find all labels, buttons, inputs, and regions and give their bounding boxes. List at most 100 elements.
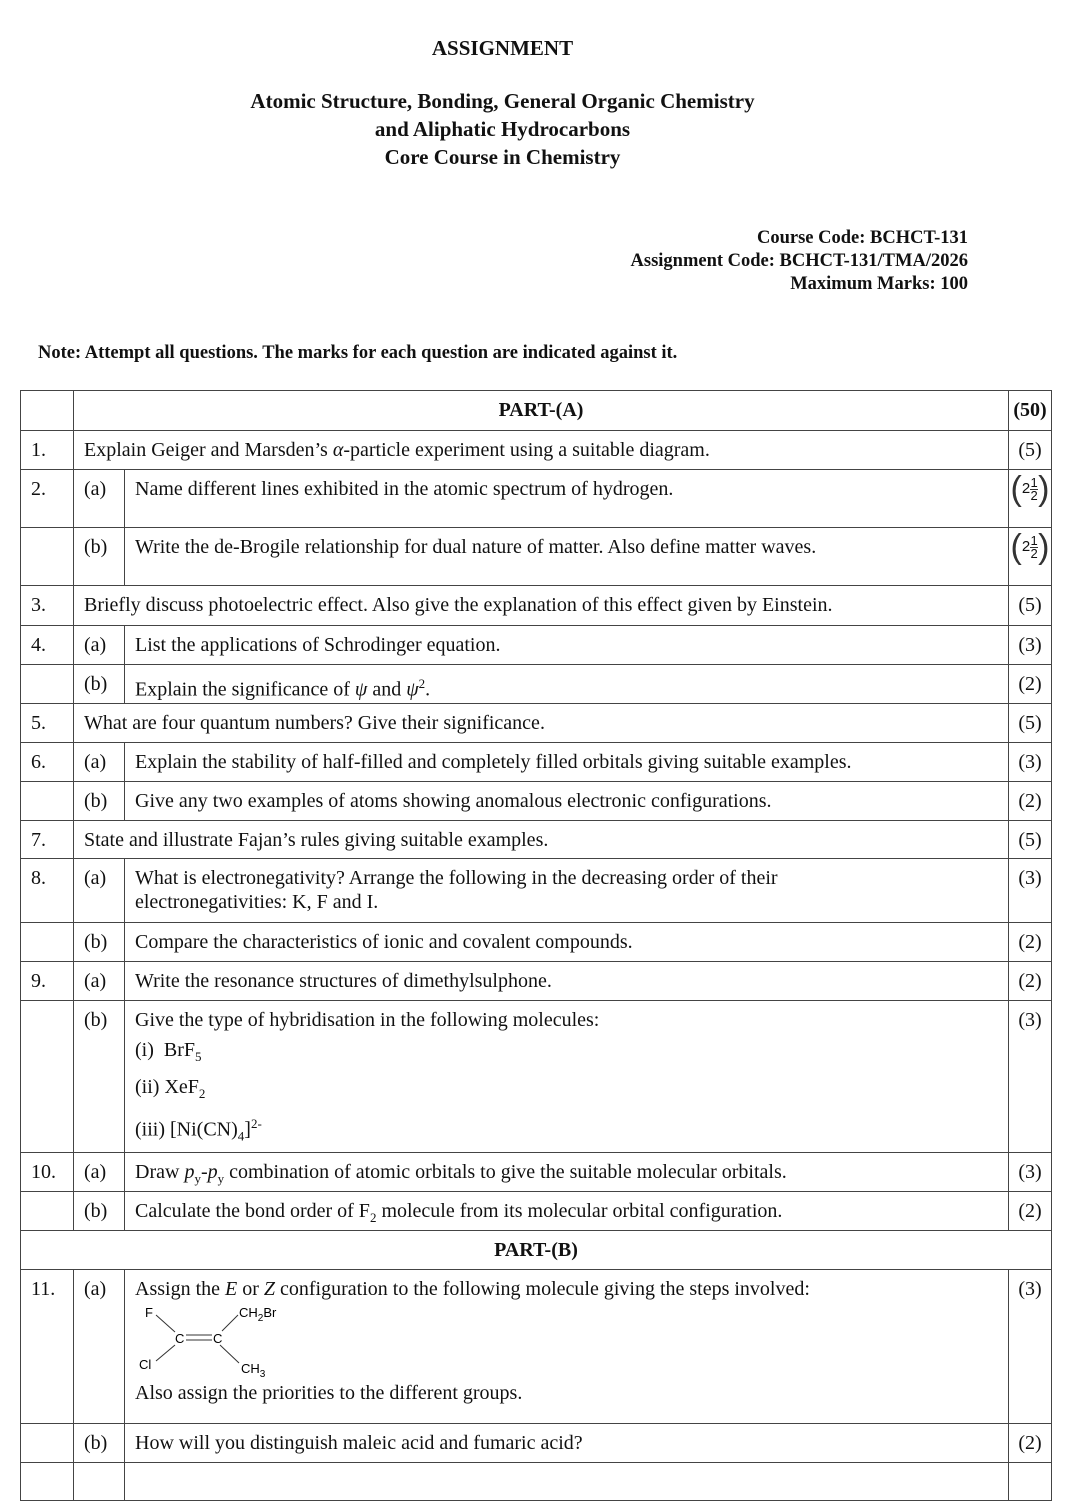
- question-text: Briefly discuss photoelectric effect. Al…: [73, 585, 1009, 626]
- question-row-10b: (b) Calculate the bond order of F2 molec…: [20, 1190, 1052, 1231]
- question-marks: (3): [1008, 1000, 1052, 1153]
- question-row-9b: (b) Give the type of hybridisation in th…: [20, 1000, 1052, 1153]
- question-number: 2.: [20, 469, 74, 528]
- part-a-label: PART-(A): [73, 390, 1009, 431]
- question-marks: (5): [1008, 430, 1052, 470]
- question-text: Calculate the bond order of F2 molecule …: [124, 1190, 1009, 1231]
- question-marks: (5): [1008, 703, 1052, 743]
- question-text: Give any two examples of atoms showing a…: [124, 781, 1009, 821]
- course-title-line-3: Core Course in Chemistry: [384, 145, 621, 169]
- question-row-5: 5. What are four quantum numbers? Give t…: [20, 703, 1052, 743]
- question-number: 4.: [20, 625, 74, 665]
- sub-label: (b): [73, 1422, 125, 1463]
- sub-label: (b): [73, 922, 125, 962]
- question-number: 7.: [20, 820, 74, 859]
- question-text: Write the de-Brogile relationship for du…: [124, 527, 1009, 586]
- question-row-8a: 8. (a) What is electronegativity? Arrang…: [20, 858, 1052, 923]
- question-marks: (3): [1008, 625, 1052, 665]
- question-text: Explain Geiger and Marsden’s α-particle …: [73, 430, 1009, 470]
- question-number: 6.: [20, 742, 74, 782]
- question-marks: (2): [1008, 664, 1052, 704]
- question-row-2a: 2. (a) Name different lines exhibited in…: [20, 469, 1052, 528]
- assignment-title: ASSIGNMENT: [431, 36, 574, 60]
- question-number: 10.: [20, 1151, 74, 1192]
- question-row-11b: (b) How will you distinguish maleic acid…: [20, 1422, 1052, 1463]
- question-marks: (2 1 2): [1008, 469, 1052, 528]
- question-marks: (5): [1008, 585, 1052, 626]
- question-text: How will you distinguish maleic acid and…: [124, 1422, 1009, 1463]
- group-ch2br: CH2Br: [239, 1305, 277, 1324]
- question-number: 8.: [20, 858, 74, 923]
- part-a-marks: (50): [1008, 390, 1052, 431]
- sub-label: (b): [73, 527, 125, 586]
- questions-table: PART-(A) (50) 1. Explain Geiger and Mars…: [20, 390, 1052, 1501]
- question-text: Explain the significance of ψ and ψ2.: [124, 664, 1009, 704]
- instructions-note: Note: Attempt all questions. The marks f…: [38, 343, 678, 363]
- question-row-9a: 9. (a) Write the resonance structures of…: [20, 961, 1052, 1001]
- molecule-item: (ii) XeF2: [135, 1076, 206, 1101]
- maximum-marks: Maximum Marks: 100: [790, 274, 968, 294]
- question-row-7: 7. State and illustrate Fajan’s rules gi…: [20, 820, 1052, 859]
- question-marks: (3): [1008, 1151, 1052, 1192]
- group-ch3: CH3: [241, 1361, 266, 1380]
- question-number: 9.: [20, 961, 74, 1001]
- sub-label: (a): [73, 469, 125, 528]
- assignment-code: Assignment Code: BCHCT-131/TMA/2026: [630, 251, 968, 271]
- question-row-8b: (b) Compare the characteristics of ionic…: [20, 922, 1052, 962]
- question-marks: (2): [1008, 1190, 1052, 1231]
- question-marks: (2): [1008, 1422, 1052, 1463]
- question-marks: (2): [1008, 781, 1052, 821]
- question-marks: (3): [1008, 858, 1052, 923]
- sub-label: (a): [73, 858, 125, 923]
- question-text: Explain the stability of half-filled and…: [124, 742, 1009, 782]
- question-row-3: 3. Briefly discuss photoelectric effect.…: [20, 585, 1052, 626]
- sub-label: (b): [73, 664, 125, 704]
- part-b-header-row: PART-(B): [20, 1229, 1052, 1270]
- alkene-structure-diagram: F Cl C C CH2Br CH3: [139, 1305, 277, 1380]
- question-marks: (3): [1008, 742, 1052, 782]
- empty-row: [20, 1461, 1052, 1501]
- question-text: Draw py-py combination of atomic orbital…: [124, 1151, 1009, 1192]
- question-text: List the applications of Schrodinger equ…: [124, 625, 1009, 665]
- question-row-10a: 10. (a) Draw py-py combination of atomic…: [20, 1151, 1052, 1192]
- atom-c2: C: [213, 1331, 222, 1346]
- bond-c-ch3: [219, 1344, 240, 1364]
- sub-label: (a): [73, 625, 125, 665]
- course-title-line-1: Atomic Structure, Bonding, General Organ…: [250, 89, 755, 113]
- question-marks: (2): [1008, 961, 1052, 1001]
- question-number: 3.: [20, 585, 74, 626]
- sub-label: (a): [73, 742, 125, 782]
- question-text: Write the resonance structures of dimeth…: [124, 961, 1009, 1001]
- bond-cl-c: [155, 1344, 176, 1362]
- question-number: 1.: [20, 430, 74, 470]
- sub-label: (a): [73, 961, 125, 1001]
- question-row-11a: 11. (a) Assign the E or Z configuration …: [20, 1268, 1052, 1424]
- question-number: 11.: [20, 1268, 74, 1424]
- question-text: Give the type of hybridisation in the fo…: [124, 1000, 1009, 1153]
- bond-c-ch2br: [221, 1314, 239, 1332]
- question-text: Assign the E or Z configuration to the f…: [124, 1268, 1009, 1424]
- question-marks: (3): [1008, 1268, 1052, 1424]
- question-row-2b: (b) Write the de-Brogile relationship fo…: [20, 527, 1052, 586]
- sub-label: (a): [73, 1151, 125, 1192]
- question-number: 5.: [20, 703, 74, 743]
- course-title-line-2: and Aliphatic Hydrocarbons: [374, 117, 631, 141]
- part-a-header-row: PART-(A) (50): [20, 390, 1052, 431]
- question-marks: (5): [1008, 820, 1052, 859]
- question-text: State and illustrate Fajan’s rules givin…: [73, 820, 1009, 859]
- part-b-label: PART-(B): [20, 1229, 1052, 1270]
- question-row-1: 1. Explain Geiger and Marsden’s α-partic…: [20, 430, 1052, 470]
- question-text: Name different lines exhibited in the at…: [124, 469, 1009, 528]
- sub-label: (b): [73, 1000, 125, 1153]
- bond-f-c: [155, 1314, 176, 1333]
- sub-label: (a): [73, 1268, 125, 1424]
- atom-cl: Cl: [139, 1357, 151, 1372]
- sub-label: (b): [73, 781, 125, 821]
- question-row-4a: 4. (a) List the applications of Schrodin…: [20, 625, 1052, 665]
- sub-label: (b): [73, 1190, 125, 1231]
- question-text: What is electronegativity? Arrange the f…: [124, 858, 1009, 923]
- question-row-6b: (b) Give any two examples of atoms showi…: [20, 781, 1052, 821]
- atom-c1: C: [175, 1331, 184, 1346]
- question-row-6a: 6. (a) Explain the stability of half-fil…: [20, 742, 1052, 782]
- atom-f: F: [145, 1305, 153, 1320]
